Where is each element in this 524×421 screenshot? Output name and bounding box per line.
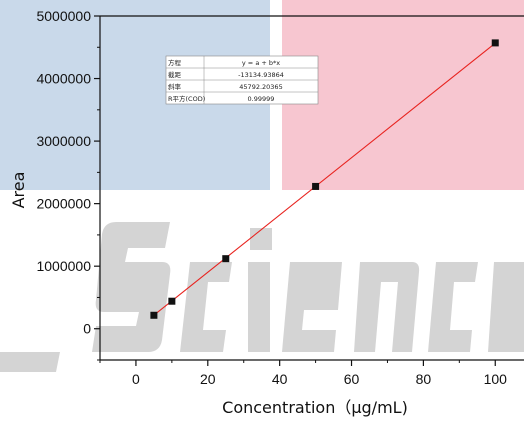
y-axis-title: Area <box>9 172 28 209</box>
x-tick-label: 40 <box>272 371 288 387</box>
y-tick-label: 1000000 <box>36 258 91 274</box>
watermark-pink-block <box>282 0 524 190</box>
y-tick-label: 3000000 <box>36 133 91 149</box>
plot-area <box>150 39 499 319</box>
data-point <box>312 182 320 190</box>
x-tick-label: 100 <box>484 371 508 387</box>
x-ticks: 0 20 40 60 80 100 <box>99 360 508 387</box>
data-point <box>168 297 176 305</box>
x-tick-label: 0 <box>132 371 140 387</box>
y-tick-label: 5000000 <box>36 8 91 24</box>
watermark-letters <box>0 222 524 372</box>
fit-table: 方程 y = a + b*x 截距 -13134.93864 斜率 45792.… <box>165 55 319 105</box>
fit-table-value-slope: 45792.20365 <box>239 83 282 91</box>
fit-table-label-equation: 方程 <box>168 58 182 67</box>
data-point <box>491 39 499 47</box>
x-tick-label: 80 <box>416 371 432 387</box>
x-tick-label: 60 <box>344 371 360 387</box>
fit-table-value-equation: y = a + b*x <box>242 59 280 67</box>
fit-table-label-r2: R平方(COD) <box>168 94 205 103</box>
y-tick-label: 0 <box>83 321 91 337</box>
data-point <box>222 255 230 263</box>
watermark <box>0 0 524 372</box>
y-tick-label: 2000000 <box>36 196 91 212</box>
fit-line <box>153 42 496 316</box>
fit-table-label-slope: 斜率 <box>168 82 182 91</box>
x-axis-title: Concentration（μg/mL) <box>222 398 408 417</box>
axes: 0 1000000 2000000 3000000 4000000 5000000 0 20… <box>36 8 524 387</box>
fit-table-label-intercept: 截距 <box>168 70 182 79</box>
fit-table-value-intercept: -13134.93864 <box>238 71 284 79</box>
y-ticks: 0 1000000 2000000 3000000 4000000 5000000 <box>36 8 100 361</box>
fit-table-value-r2: 0.99999 <box>248 95 275 103</box>
y-tick-label: 4000000 <box>36 71 91 87</box>
x-tick-label: 20 <box>200 371 216 387</box>
data-point <box>150 311 158 319</box>
